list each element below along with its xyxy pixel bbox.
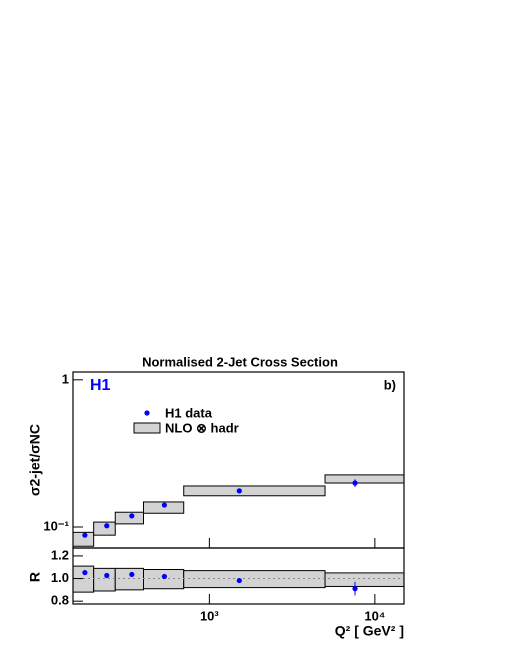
nlo-band (114, 511, 144, 525)
legend-label: NLO ⊗ hadr (165, 420, 239, 435)
nlo-band (183, 570, 326, 589)
y-tick-label: 1 (62, 371, 69, 386)
x-tick-label: 10⁴ (364, 608, 385, 623)
data-point (352, 586, 358, 592)
chart-title: Normalised 2-Jet Cross Section (142, 354, 338, 369)
data-point (104, 523, 110, 529)
y-tick-label: 0.8 (51, 593, 69, 608)
panel-label: b) (384, 377, 396, 392)
nlo-band (142, 568, 185, 590)
nlo-band (93, 567, 116, 592)
data-point (104, 572, 110, 579)
x-tick-label: 10³ (200, 608, 219, 623)
y-tick-label: 1.2 (51, 547, 69, 562)
nlo-band (183, 485, 326, 497)
legend-label: H1 data (165, 405, 213, 420)
y-axis-label: σ2-jet/σNC (27, 424, 43, 496)
x-axis-label: Q² [ GeV² ] (335, 623, 404, 639)
y-axis-label: R (27, 572, 43, 582)
data-point (82, 569, 88, 576)
data-point (236, 577, 242, 584)
nlo-band (72, 565, 95, 593)
y-tick-label: 1.0 (51, 570, 69, 585)
nlo-band (324, 572, 405, 587)
plot-frame (72, 547, 405, 605)
data-point (129, 571, 135, 578)
legend-swatch (133, 422, 161, 434)
nlo-band (93, 521, 116, 536)
legend-marker (144, 410, 150, 416)
data-point (161, 502, 167, 508)
nlo-band (324, 474, 405, 484)
data-point (129, 513, 135, 519)
experiment-label: H1 (90, 377, 111, 394)
nlo-band (142, 501, 185, 514)
data-point (82, 532, 88, 538)
data-point (236, 488, 242, 494)
data-point (161, 573, 167, 580)
nlo-band (114, 567, 144, 591)
data-point (352, 480, 358, 486)
y-tick-label: 10⁻¹ (43, 518, 69, 533)
